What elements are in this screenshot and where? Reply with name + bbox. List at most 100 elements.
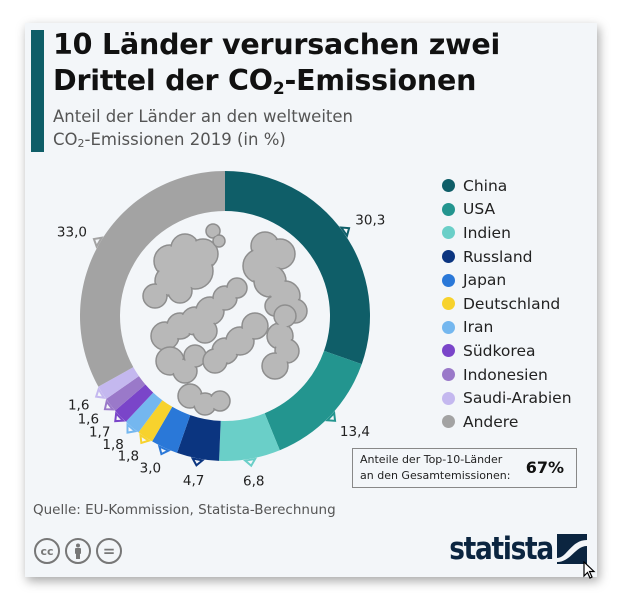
legend-item: Indien	[442, 221, 592, 245]
legend-dot-icon	[442, 273, 455, 287]
legend-label: Russland	[463, 247, 533, 266]
title-line-1: 10 Länder verursachen zwei	[53, 28, 501, 61]
person-icon	[75, 543, 81, 559]
slice-marker	[242, 457, 258, 468]
legend-item: Deutschland	[442, 292, 592, 316]
slice-marker	[114, 411, 126, 423]
mouse-cursor-icon	[583, 561, 596, 579]
slice-marker	[92, 236, 104, 249]
cloud-puff-fill	[211, 392, 229, 410]
slice-label: 4,7	[183, 473, 204, 489]
legend-dot-icon	[442, 391, 455, 405]
legend-dot-icon	[442, 202, 455, 216]
legend-item: Saudi-Arabien	[442, 386, 592, 410]
cloud-puff-fill	[144, 285, 166, 307]
subtitle-subscript: 2	[77, 137, 85, 150]
legend-label: Japan	[463, 271, 507, 290]
legend-item: Russland	[442, 245, 592, 269]
slice-deutschland	[138, 400, 173, 442]
legend-item: Iran	[442, 316, 592, 340]
accent-bar	[31, 30, 44, 152]
cloud-puff-fill	[178, 254, 212, 288]
subtitle-line-1: Anteil der Länder an den weltweiten	[53, 107, 353, 126]
subtitle-line-2: CO2-Emissionen 2019 (in %)	[53, 128, 573, 151]
infographic-card: 10 Länder verursachen zwei Drittel der C…	[25, 23, 597, 577]
cloud-puff-fill	[263, 354, 287, 378]
cloud-illustration	[120, 211, 330, 421]
legend-dot-icon	[442, 368, 455, 382]
summary-label-line-2: an den Gesamtemissionen:	[360, 469, 511, 482]
legend-label: Andere	[463, 412, 519, 431]
slice-label: 1,6	[78, 411, 99, 427]
slice-label: 6,8	[243, 473, 264, 489]
slice-markers	[92, 226, 351, 468]
by-icon[interactable]	[65, 538, 91, 564]
slice-label: 1,6	[68, 398, 89, 414]
slice-usa	[264, 350, 362, 451]
legend-dot-icon	[442, 344, 455, 358]
slice-iran	[125, 392, 163, 433]
cc-icon[interactable]: cc	[34, 538, 60, 564]
legend: China USA Indien Russland Japan Deutschland Ir…	[442, 174, 592, 434]
slice-label: 3,0	[140, 461, 161, 477]
logo-text: statista	[449, 531, 554, 567]
slice-marker	[325, 410, 337, 422]
slice-label: 1,8	[118, 448, 139, 464]
legend-dot-icon	[442, 320, 455, 334]
slice-japan	[152, 406, 191, 453]
legend-item: Südkorea	[442, 339, 592, 363]
cloud-puff-fill	[185, 346, 205, 366]
donut-slices	[79, 171, 371, 461]
title-line-2: Drittel der CO2-Emissionen	[53, 63, 593, 99]
nd-icon-text: =	[102, 542, 116, 560]
slice-label: 1,8	[102, 437, 123, 453]
title-line-2-pre: Drittel der CO	[53, 64, 273, 97]
slice-marker	[94, 386, 106, 399]
subtitle-line-2-post: -Emissionen 2019 (in %)	[84, 130, 286, 149]
summary-label: Anteile der Top-10-Länder an den Gesamte…	[360, 452, 510, 484]
slice-indonesien	[106, 376, 146, 411]
legend-label: China	[463, 176, 508, 195]
legend-item: USA	[442, 198, 592, 222]
cloud-puff-fill	[243, 314, 267, 338]
cloud-puff-fill	[174, 360, 196, 382]
slice-marker	[126, 422, 138, 434]
legend-label: USA	[463, 200, 496, 219]
slice-label: 1,7	[89, 425, 110, 441]
cloud-puff-fill	[169, 280, 191, 302]
license-icons: cc =	[34, 538, 122, 564]
cc-icon-text: cc	[40, 544, 54, 558]
cloud-puff-fill	[227, 328, 253, 354]
legend-dot-icon	[442, 297, 455, 311]
subtitle-line-2-pre: CO	[53, 130, 78, 149]
slice-saudi-arabien	[98, 367, 139, 400]
summary-value: 67%	[525, 458, 564, 477]
legend-label: Saudi-Arabien	[463, 389, 572, 408]
legend-dot-icon	[442, 226, 455, 240]
legend-item: China	[442, 174, 592, 198]
cloud-puff-fill	[214, 236, 224, 246]
slice-andere	[79, 171, 225, 387]
legend-item: Japan	[442, 268, 592, 292]
slice-marker	[103, 399, 115, 411]
cloud-puff-fill	[195, 394, 215, 414]
slice-label: 13,4	[340, 424, 370, 440]
legend-dot-icon	[442, 415, 455, 429]
legend-label: Iran	[463, 318, 494, 337]
legend-label: Südkorea	[463, 341, 536, 360]
cloud-puff-fill	[207, 225, 219, 237]
nd-icon[interactable]: =	[96, 538, 122, 564]
legend-item: Indonesien	[442, 363, 592, 387]
chart-subtitle: Anteil der Länder an den weltweiten CO2-…	[53, 105, 573, 151]
donut-chart: 30,313,46,84,73,01,81,81,71,61,633,0	[57, 171, 385, 489]
cloud-puff-fill	[179, 385, 201, 407]
title-subscript: 2	[272, 79, 285, 99]
slice-s-dkorea	[115, 384, 154, 422]
legend-item: Andere	[442, 410, 592, 434]
statista-logo[interactable]: statista	[431, 531, 587, 567]
legend-dot-icon	[442, 179, 455, 193]
chart-title: 10 Länder verursachen zwei Drittel der C…	[53, 27, 593, 99]
cloud-puff-fill	[275, 306, 295, 326]
legend-label: Deutschland	[463, 294, 561, 313]
slice-indien	[219, 413, 280, 461]
